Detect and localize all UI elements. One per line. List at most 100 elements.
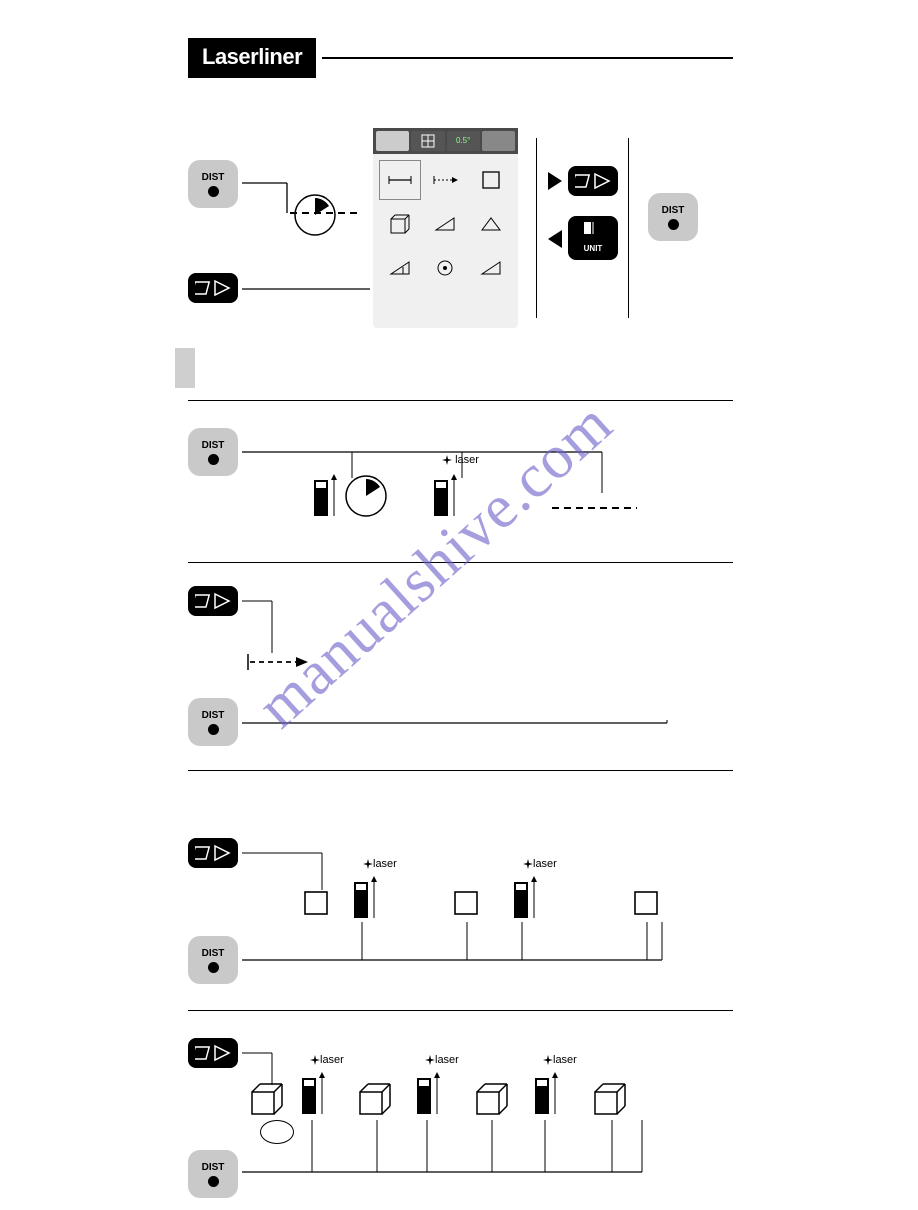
square-icon — [453, 890, 481, 918]
clock-icon — [293, 193, 337, 237]
grid-icon — [421, 134, 435, 148]
topbar-item[interactable] — [411, 131, 444, 151]
dist-label: DIST — [202, 440, 225, 451]
laser-star-icon — [310, 1055, 320, 1065]
section-3: DIST — [188, 578, 733, 768]
dist-label: DIST — [662, 205, 685, 216]
section-divider — [188, 770, 733, 771]
cube-icon — [593, 1082, 629, 1118]
clock-icon — [344, 474, 388, 518]
grid-triangle3-icon[interactable] — [379, 248, 421, 288]
connector-line — [242, 286, 372, 296]
laser-star-icon — [523, 859, 533, 869]
laser-label: laser — [523, 858, 557, 870]
grid-distance-icon[interactable] — [379, 160, 421, 200]
laser-label: laser — [425, 1054, 459, 1066]
square-icon — [303, 890, 331, 918]
nav-icon — [195, 844, 231, 862]
grid-circle-icon[interactable] — [425, 248, 467, 288]
nav-icon — [575, 172, 611, 190]
device-icon — [430, 472, 462, 520]
device-icon — [350, 874, 382, 922]
laser-star-icon — [543, 1055, 553, 1065]
device-icon — [531, 1070, 563, 1118]
connector-line — [242, 598, 302, 658]
grid-volume-icon[interactable] — [379, 204, 421, 244]
square-icon — [633, 890, 661, 918]
arrow-right-icon — [546, 170, 564, 192]
dist-icon — [208, 454, 219, 465]
nav-icon — [195, 1044, 231, 1062]
menu-panel: 0.5° — [373, 128, 518, 328]
section-divider — [188, 1010, 733, 1011]
page-content: Laserliner DIST — [188, 38, 733, 348]
laser-label: laser — [442, 454, 479, 466]
cube-icon — [475, 1082, 511, 1118]
dist-label: DIST — [202, 172, 225, 183]
laser-star-icon — [425, 1055, 435, 1065]
dist-button[interactable]: DIST — [648, 193, 698, 241]
grid-triangle2-icon[interactable] — [470, 204, 512, 244]
panel-grid — [373, 154, 518, 338]
topbar-item[interactable] — [376, 131, 409, 151]
grid-continuous-icon[interactable] — [425, 160, 467, 200]
brand-rule — [322, 57, 733, 59]
nav-icon — [195, 279, 231, 297]
vertical-divider — [628, 138, 629, 318]
brand-header: Laserliner — [188, 38, 733, 78]
unit-button[interactable]: UNIT — [568, 216, 618, 260]
laser-label: laser — [363, 858, 397, 870]
device-icon — [413, 1070, 445, 1118]
dist-button[interactable]: DIST — [188, 160, 238, 208]
unit-icon — [575, 220, 611, 238]
topbar-item[interactable]: 0.5° — [447, 131, 480, 151]
laser-label: laser — [543, 1054, 577, 1066]
side-tab — [175, 348, 195, 388]
device-icon — [310, 472, 342, 520]
section-2: DIST laser — [188, 416, 733, 556]
nav-icon — [195, 592, 231, 610]
dist-label: DIST — [202, 710, 225, 721]
continuous-icon — [246, 654, 316, 670]
nav-button[interactable] — [568, 166, 618, 196]
bracket-line — [242, 1120, 662, 1180]
dist-icon — [208, 962, 219, 973]
nav-button[interactable] — [188, 273, 238, 303]
connector-line — [242, 720, 672, 740]
dist-icon — [208, 186, 219, 197]
nav-button[interactable] — [188, 586, 238, 616]
laser-star-icon — [363, 859, 373, 869]
unit-label: UNIT — [584, 244, 603, 253]
nav-button[interactable] — [188, 1038, 238, 1068]
device-icon — [298, 1070, 330, 1118]
grid-triangle4-icon[interactable] — [470, 248, 512, 288]
bracket-line — [242, 922, 672, 972]
dist-icon — [208, 724, 219, 735]
dist-icon — [208, 1176, 219, 1187]
brand-logo: Laserliner — [188, 38, 316, 78]
arrow-left-icon — [546, 228, 564, 250]
dist-button[interactable]: DIST — [188, 428, 238, 476]
device-icon — [510, 874, 542, 922]
cube-icon — [358, 1082, 394, 1118]
section-1: DIST — [188, 108, 733, 348]
grid-area-icon[interactable] — [470, 160, 512, 200]
vertical-divider — [536, 138, 537, 318]
topbar-item[interactable] — [482, 131, 515, 151]
laser-label: laser — [310, 1054, 344, 1066]
grid-triangle1-icon[interactable] — [425, 204, 467, 244]
section-4: laser laser DIST — [188, 830, 733, 1005]
dist-label: DIST — [202, 1162, 225, 1173]
panel-topbar: 0.5° — [373, 128, 518, 154]
laser-star-icon — [442, 455, 452, 465]
dist-button[interactable]: DIST — [188, 1150, 238, 1198]
dist-button[interactable]: DIST — [188, 698, 238, 746]
dist-icon — [668, 219, 679, 230]
cube-icon — [250, 1082, 286, 1118]
dist-label: DIST — [202, 948, 225, 959]
section-divider — [188, 562, 733, 563]
section-5: laser laser laser DIST — [188, 1030, 733, 1210]
nav-button[interactable] — [188, 838, 238, 868]
section-divider — [188, 400, 733, 401]
dist-button[interactable]: DIST — [188, 936, 238, 984]
